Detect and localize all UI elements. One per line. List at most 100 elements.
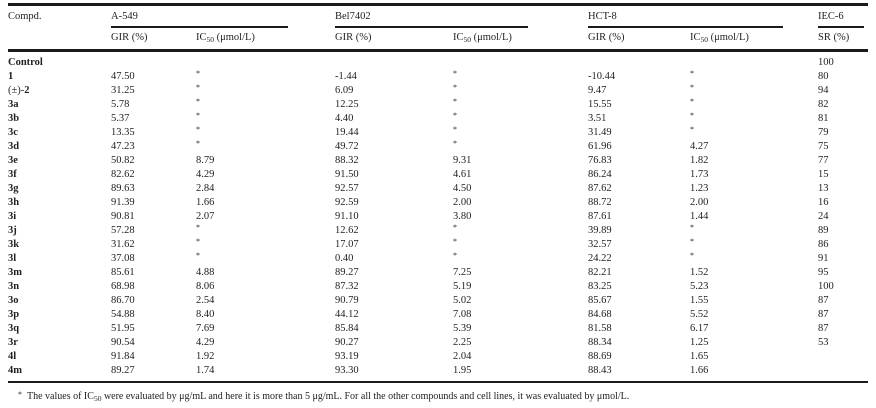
- value-cell: 50.82: [111, 155, 135, 166]
- value-cell: 75: [818, 141, 829, 152]
- value-cell: *: [690, 69, 818, 84]
- compound-cell: 4l: [8, 350, 111, 364]
- table-footnote: * The values of IC50 were evaluated by μg…: [18, 390, 860, 403]
- value-cell: -1.44: [335, 71, 357, 82]
- value-cell: 76.83: [588, 155, 612, 166]
- value-cell: [690, 51, 818, 71]
- value-cell: 24.22: [588, 253, 612, 264]
- column-header-ic50-a549: IC50 (μmol/L): [196, 28, 335, 52]
- compound-name: 3o: [8, 295, 19, 306]
- value-cell: 87: [818, 323, 829, 334]
- compound-name: 3q: [8, 323, 20, 334]
- value-cell: 79: [818, 127, 829, 138]
- value-cell: 87.61: [588, 211, 612, 222]
- value-cell: 2.07: [196, 211, 215, 222]
- compound-name: 3p: [8, 309, 20, 320]
- compound-name: 3l: [8, 253, 17, 264]
- value-cell: 89.27: [335, 267, 359, 278]
- value-cell: 68.98: [111, 281, 135, 292]
- column-group-iec6: IEC-6: [818, 5, 868, 28]
- value-cell: 2.25: [453, 337, 472, 348]
- compound-name: 3f: [8, 169, 17, 180]
- value-cell: *: [196, 223, 335, 238]
- value-cell: 9.31: [453, 155, 472, 166]
- value-cell: 92.59: [335, 197, 359, 208]
- compound-cell: 3m: [8, 266, 111, 280]
- compound-name: 4l: [8, 351, 17, 362]
- group-label-bel7402: Bel7402: [335, 11, 371, 22]
- footnote-marker: *: [453, 111, 457, 120]
- value-cell: 0.40: [335, 253, 354, 264]
- table-row: 3l 37.08 * 0.40 * 24.22 * 91: [8, 251, 868, 266]
- value-cell: 12.62: [335, 225, 359, 236]
- footnote-marker: *: [196, 251, 200, 260]
- footnote-marker: *: [196, 83, 200, 92]
- value-cell: 90.54: [111, 337, 135, 348]
- column-group-hct8: HCT-8: [588, 5, 818, 28]
- value-cell: 1.95: [453, 365, 472, 376]
- column-header-sr-iec6: SR (%): [818, 28, 868, 52]
- value-cell: *: [196, 125, 335, 140]
- value-cell: 47.50: [111, 71, 135, 82]
- sr-label: SR (%): [818, 32, 850, 43]
- ic50-label: IC: [196, 32, 207, 43]
- value-cell: 86.24: [588, 169, 612, 180]
- compound-name: 3c: [8, 127, 18, 138]
- value-cell: 1.82: [690, 155, 709, 166]
- spanner-rule-a549: [111, 26, 288, 28]
- column-header-ic50-bel7402: IC50 (μmol/L): [453, 28, 588, 52]
- footnote-marker: *: [196, 69, 200, 78]
- value-cell: 77: [818, 155, 829, 166]
- value-cell: 87: [818, 295, 829, 306]
- footnote-marker: *: [453, 97, 457, 106]
- ic50-unit: (μmol/L): [708, 32, 749, 43]
- footnote-marker: *: [196, 111, 200, 120]
- compound-cell: 3a: [8, 98, 111, 112]
- value-cell: 4.40: [335, 113, 354, 124]
- value-cell: 1.65: [690, 351, 709, 362]
- compound-name: 3b: [8, 113, 20, 124]
- value-cell: 31.62: [111, 239, 135, 250]
- compound-cell: 3b: [8, 112, 111, 126]
- compound-name: 1: [8, 71, 14, 82]
- value-cell: *: [196, 83, 335, 98]
- table-row: 3m 85.61 4.88 89.27 7.25 82.21 1.52 95: [8, 266, 868, 280]
- value-cell: *: [196, 69, 335, 84]
- value-cell: 16: [818, 197, 829, 208]
- footnote-marker: *: [18, 390, 22, 399]
- value-cell: 80: [818, 71, 829, 82]
- footnote-marker: *: [690, 251, 694, 260]
- value-cell: 89.27: [111, 365, 135, 376]
- value-cell: *: [453, 125, 588, 140]
- value-cell: 7.08: [453, 309, 472, 320]
- value-cell: 88.69: [588, 351, 612, 362]
- value-cell: 8.06: [196, 281, 215, 292]
- compound-name: 3a: [8, 99, 19, 110]
- value-cell: 47.23: [111, 141, 135, 152]
- value-cell: 1.44: [690, 211, 709, 222]
- compound-cell: 3q: [8, 322, 111, 336]
- value-cell: 44.12: [335, 309, 359, 320]
- footnote-ic50-subscript: 50: [93, 394, 102, 403]
- table-row: 4l 91.84 1.92 93.19 2.04 88.69 1.65: [8, 350, 868, 364]
- value-cell: 90.79: [335, 295, 359, 306]
- value-cell: 91: [818, 253, 829, 264]
- footnote-marker: *: [453, 251, 457, 260]
- ic50-subscript: 50: [206, 35, 215, 44]
- value-cell: 5.23: [690, 281, 709, 292]
- ic50-subscript: 50: [700, 35, 709, 44]
- table-row: 3d 47.23 * 49.72 * 61.96 4.27 75: [8, 139, 868, 154]
- footnote-marker: *: [196, 97, 200, 106]
- table-row: 3a 5.78 * 12.25 * 15.55 * 82: [8, 97, 868, 112]
- value-cell: 51.95: [111, 323, 135, 334]
- compound-cell: 3n: [8, 280, 111, 294]
- value-cell: 100: [818, 281, 834, 292]
- footnote-marker: *: [690, 237, 694, 246]
- column-header-compound: Compd.: [8, 4, 111, 52]
- footnote-marker: *: [196, 237, 200, 246]
- value-cell: -10.44: [588, 71, 616, 82]
- gir-label: GIR (%): [588, 32, 625, 43]
- value-cell: 8.40: [196, 309, 215, 320]
- value-cell: 87: [818, 309, 829, 320]
